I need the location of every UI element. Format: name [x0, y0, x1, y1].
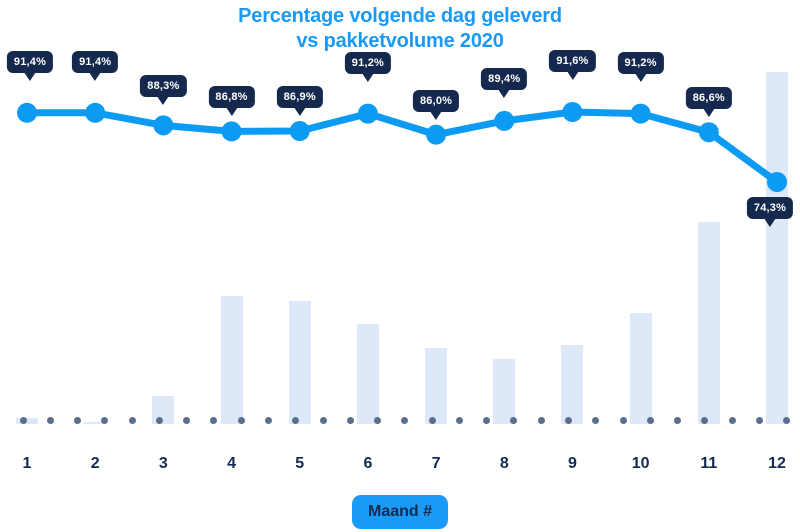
line-series-path — [23, 108, 781, 186]
grid-dot — [46, 417, 54, 424]
line-marker — [494, 110, 515, 131]
grid-dot — [455, 417, 463, 424]
grid-dot — [374, 417, 382, 424]
grid-dot — [646, 417, 654, 424]
x-tick-label: 4 — [227, 455, 236, 472]
x-tick-label: 3 — [158, 455, 168, 472]
bar — [766, 72, 788, 424]
data-label-callout: 86,9% — [276, 86, 323, 117]
grid-dot — [264, 417, 272, 424]
grid-dot — [401, 417, 409, 424]
grid-dot — [701, 417, 709, 424]
grid-dot — [674, 417, 682, 424]
x-tick-label: 5 — [295, 455, 305, 472]
bar — [697, 221, 720, 424]
grid-dot — [346, 417, 354, 424]
bar — [220, 295, 243, 424]
grid-dot — [155, 417, 163, 424]
x-tick-label: 12 — [768, 455, 786, 472]
grid-dot — [592, 417, 600, 424]
line-series-markers — [17, 102, 787, 192]
grid-dot — [101, 417, 109, 424]
grid-dot — [619, 417, 627, 424]
bar — [288, 300, 311, 424]
data-label-callout: 88,3% — [140, 75, 187, 106]
x-tick-label: 8 — [499, 455, 509, 472]
x-tick-label: 9 — [568, 455, 577, 472]
line-marker — [289, 121, 310, 142]
grid-dot — [237, 417, 245, 424]
baseline-dot-gridline — [0, 417, 800, 426]
line-marker — [221, 121, 242, 142]
x-tick-label: 10 — [631, 455, 650, 472]
line-marker — [17, 102, 37, 123]
bar — [152, 395, 175, 424]
grid-dot — [537, 417, 545, 424]
grid-dot — [128, 417, 136, 424]
grid-dot — [19, 417, 27, 424]
x-tick-label: 7 — [431, 455, 441, 472]
bar — [561, 344, 584, 424]
grid-dot — [210, 417, 218, 424]
line-marker — [357, 103, 378, 124]
data-label-callout: 91,2% — [344, 51, 392, 82]
data-label-callout: 89,4% — [481, 67, 528, 98]
grid-dot — [74, 417, 82, 424]
bar — [493, 358, 516, 424]
data-label-callout: 91,6% — [549, 50, 596, 80]
data-label-callout: 91,2% — [617, 51, 664, 82]
grid-dot — [319, 417, 327, 424]
grid-dot — [428, 417, 436, 424]
x-tick-label: 11 — [700, 455, 718, 472]
grid-dot — [483, 417, 491, 424]
x-tick-label: 2 — [90, 455, 100, 472]
data-label-callout: 91,4% — [72, 50, 119, 81]
x-axis-title-badge: Maand # — [351, 495, 449, 529]
line-marker — [153, 115, 174, 136]
data-label-callout: 74,3% — [746, 197, 794, 227]
grid-dot — [564, 417, 572, 424]
line-marker — [426, 124, 447, 145]
data-label-callout: 86,8% — [208, 86, 255, 117]
grid-dot — [183, 417, 191, 424]
grid-dot — [755, 417, 763, 424]
bar — [425, 348, 448, 424]
bar — [16, 417, 38, 424]
x-tick-label: 1 — [22, 455, 32, 472]
chart-title: Percentage volgende dag geleverd vs pakk… — [238, 5, 562, 52]
grid-dot — [783, 417, 791, 424]
line-marker — [767, 172, 787, 192]
data-label-callout: 86,6% — [685, 87, 732, 118]
data-label-callout: 86,0% — [412, 89, 460, 120]
data-label-callout: 91,4% — [6, 50, 54, 81]
line-marker — [562, 102, 583, 122]
grid-dot — [510, 417, 518, 424]
bar — [629, 313, 652, 424]
grid-dot — [728, 417, 736, 424]
line-marker — [698, 122, 719, 143]
line-marker — [85, 102, 106, 123]
grid-dot — [292, 417, 300, 424]
bar — [84, 421, 107, 424]
bar — [356, 323, 379, 424]
x-tick-label: 6 — [363, 455, 373, 472]
line-marker — [630, 103, 651, 124]
